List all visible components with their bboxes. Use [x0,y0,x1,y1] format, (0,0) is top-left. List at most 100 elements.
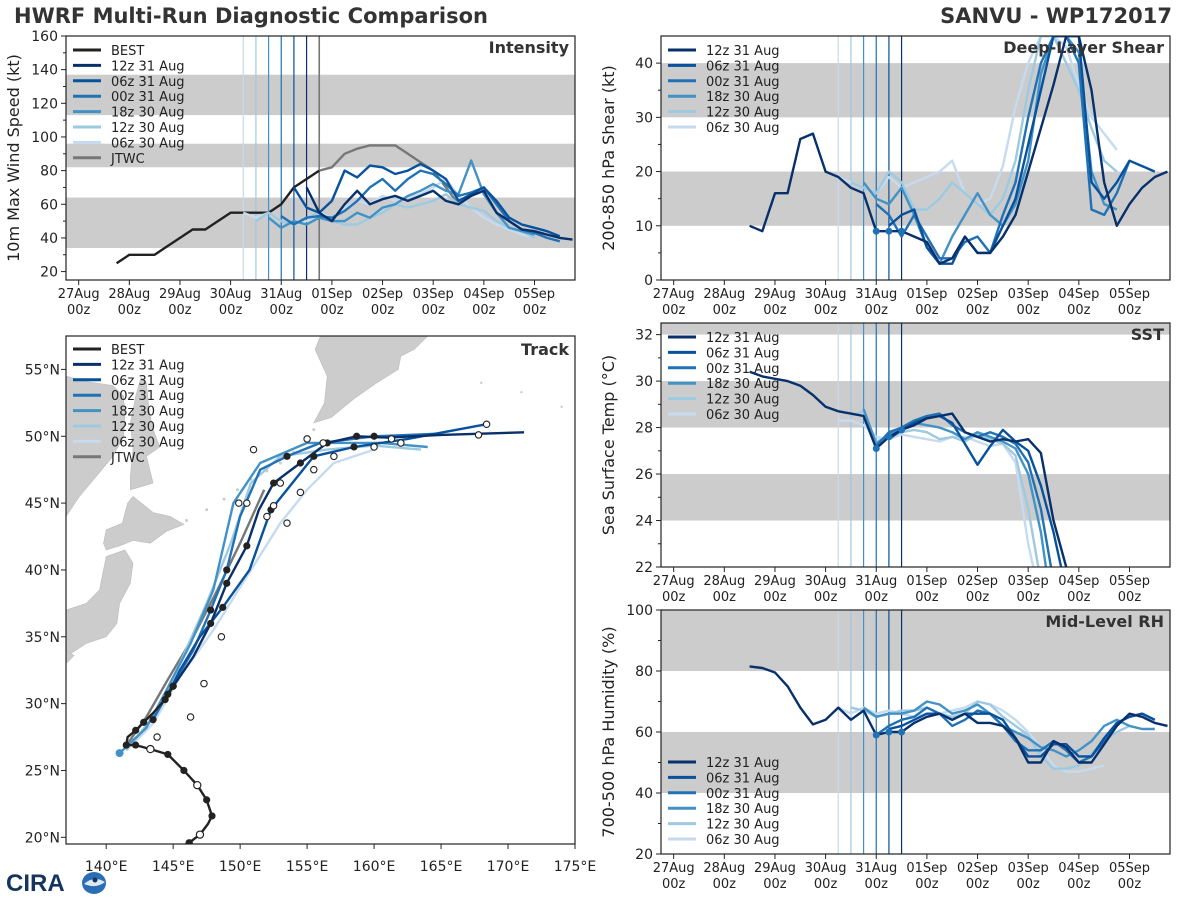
track-line [129,448,375,748]
track-line [125,685,214,844]
island [222,497,226,501]
y-tick-label: 10 [635,219,653,235]
x-tick-label: 04Sep [1058,287,1099,302]
x-tick-sublabel: 00z [763,877,787,892]
legend-label: 12z 30 Aug [706,393,780,408]
track-point-open [243,499,251,507]
panel-sst: 22242628303227Aug00z28Aug00z29Aug00z30Au… [599,322,1171,605]
x-tick-label: 31Aug [260,287,302,302]
legend-label: 18z 30 Aug [111,106,185,121]
track-point [310,452,318,460]
legend-label: 00z 31 Aug [706,362,780,377]
y-tick-label: 20 [635,165,653,181]
x-tick-label: 30Aug [805,287,847,302]
x-tick-sublabel: 00z [1118,877,1142,892]
series-line [749,665,902,737]
legend-label: 06z 30 Aug [706,408,780,423]
island [520,390,523,394]
series-line [292,162,561,238]
track-point-open [269,502,278,510]
track-point-open [482,420,491,428]
land-hokkaido [103,495,185,551]
track-point [203,796,211,804]
legend-label: 12z 31 Aug [111,59,185,74]
x-tick-sublabel: 00z [1017,303,1041,318]
y-tick-label: 20°N [25,830,60,846]
y-tick-label: 30 [635,110,653,126]
plot-area [661,323,1170,567]
panel-title: Intensity [489,38,570,57]
x-tick-label: 31Aug [855,287,897,302]
x-tick-sublabel: 00z [270,303,294,318]
legend-label: 00z 31 Aug [111,90,185,105]
y-tick-label: 20 [40,265,58,281]
x-tick-sublabel: 00z [662,303,686,318]
panel-title: SST [1131,325,1164,344]
y-tick-label: 32 [635,328,653,344]
y-tick-label: 40 [40,231,58,247]
panel-intensity: 2040608010012014016027Aug00z28Aug00z29Au… [4,29,576,318]
legend-label: 12z 31 Aug [111,358,185,373]
y-axis-label: 700-500 hPa Humidity (%) [599,626,618,837]
x-tick-label: 27Aug [653,861,695,876]
y-tick-label: 80 [635,664,653,680]
x-tick-sublabel: 00z [763,590,787,605]
x-tick-label: 27Aug [653,287,695,302]
storm-id: SANVU - WP172017 [940,4,1172,28]
series-line [875,706,1156,764]
x-tick-label: 03Sep [413,287,454,302]
x-tick-label: 04Sep [463,287,504,302]
island [560,405,563,409]
x-tick-label: 05Sep [514,287,555,302]
x-tick-sublabel: 00z [1067,877,1091,892]
legend-label: 12z 30 Aug [111,121,185,136]
x-tick-sublabel: 00z [713,877,737,892]
x-tick-label: 02Sep [362,287,403,302]
x-tick-label: 05Sep [1109,861,1150,876]
track-point [140,718,148,726]
x-tick-label: 01Sep [906,861,947,876]
init-point [885,728,893,736]
land-japan-honshu [66,549,134,658]
x-tick-label: 29Aug [754,861,796,876]
track-point-open [330,452,338,461]
legend-label: 06z 30 Aug [111,136,185,151]
x-tick-label: 30Aug [805,574,847,589]
x-tick-sublabel: 00z [713,303,737,318]
x-tick-sublabel: 00z [814,877,838,892]
track-point [122,741,130,749]
init-point [885,433,893,441]
y-tick-label: 160 [31,29,58,45]
x-tick-label: 27Aug [58,287,100,302]
x-tick-label: 160°E [353,859,396,875]
track-point-open [319,439,327,447]
y-tick-label: 45°N [25,496,60,512]
x-tick-label: 01Sep [311,287,352,302]
legend-label: 06z 31 Aug [706,346,780,361]
shade-band [661,610,1170,671]
y-tick-label: 25°N [25,763,60,779]
x-tick-sublabel: 00z [219,303,243,318]
x-tick-label: 02Sep [957,287,998,302]
cira-logo-icon: CIRA [6,870,106,897]
track-point [370,432,378,440]
x-tick-label: 31Aug [855,861,897,876]
y-tick-label: 60 [40,197,58,213]
series-line [305,186,573,241]
x-tick-label: 05Sep [1109,574,1150,589]
track-point-open [276,479,285,487]
y-tick-label: 0 [644,273,653,289]
land-kamchatka [313,336,429,424]
legend-label: 12z 30 Aug [706,818,780,833]
island [278,461,282,465]
y-tick-label: 26 [635,467,653,483]
y-axis-label: 200-850 hPa Shear (kt) [599,65,618,251]
track-line [118,441,428,754]
series-line [901,412,1068,567]
x-tick-sublabel: 00z [865,877,889,892]
track-point-open [153,733,161,741]
x-tick-sublabel: 00z [814,303,838,318]
init-point [898,227,906,235]
legend-label: 06z 30 Aug [706,833,780,848]
